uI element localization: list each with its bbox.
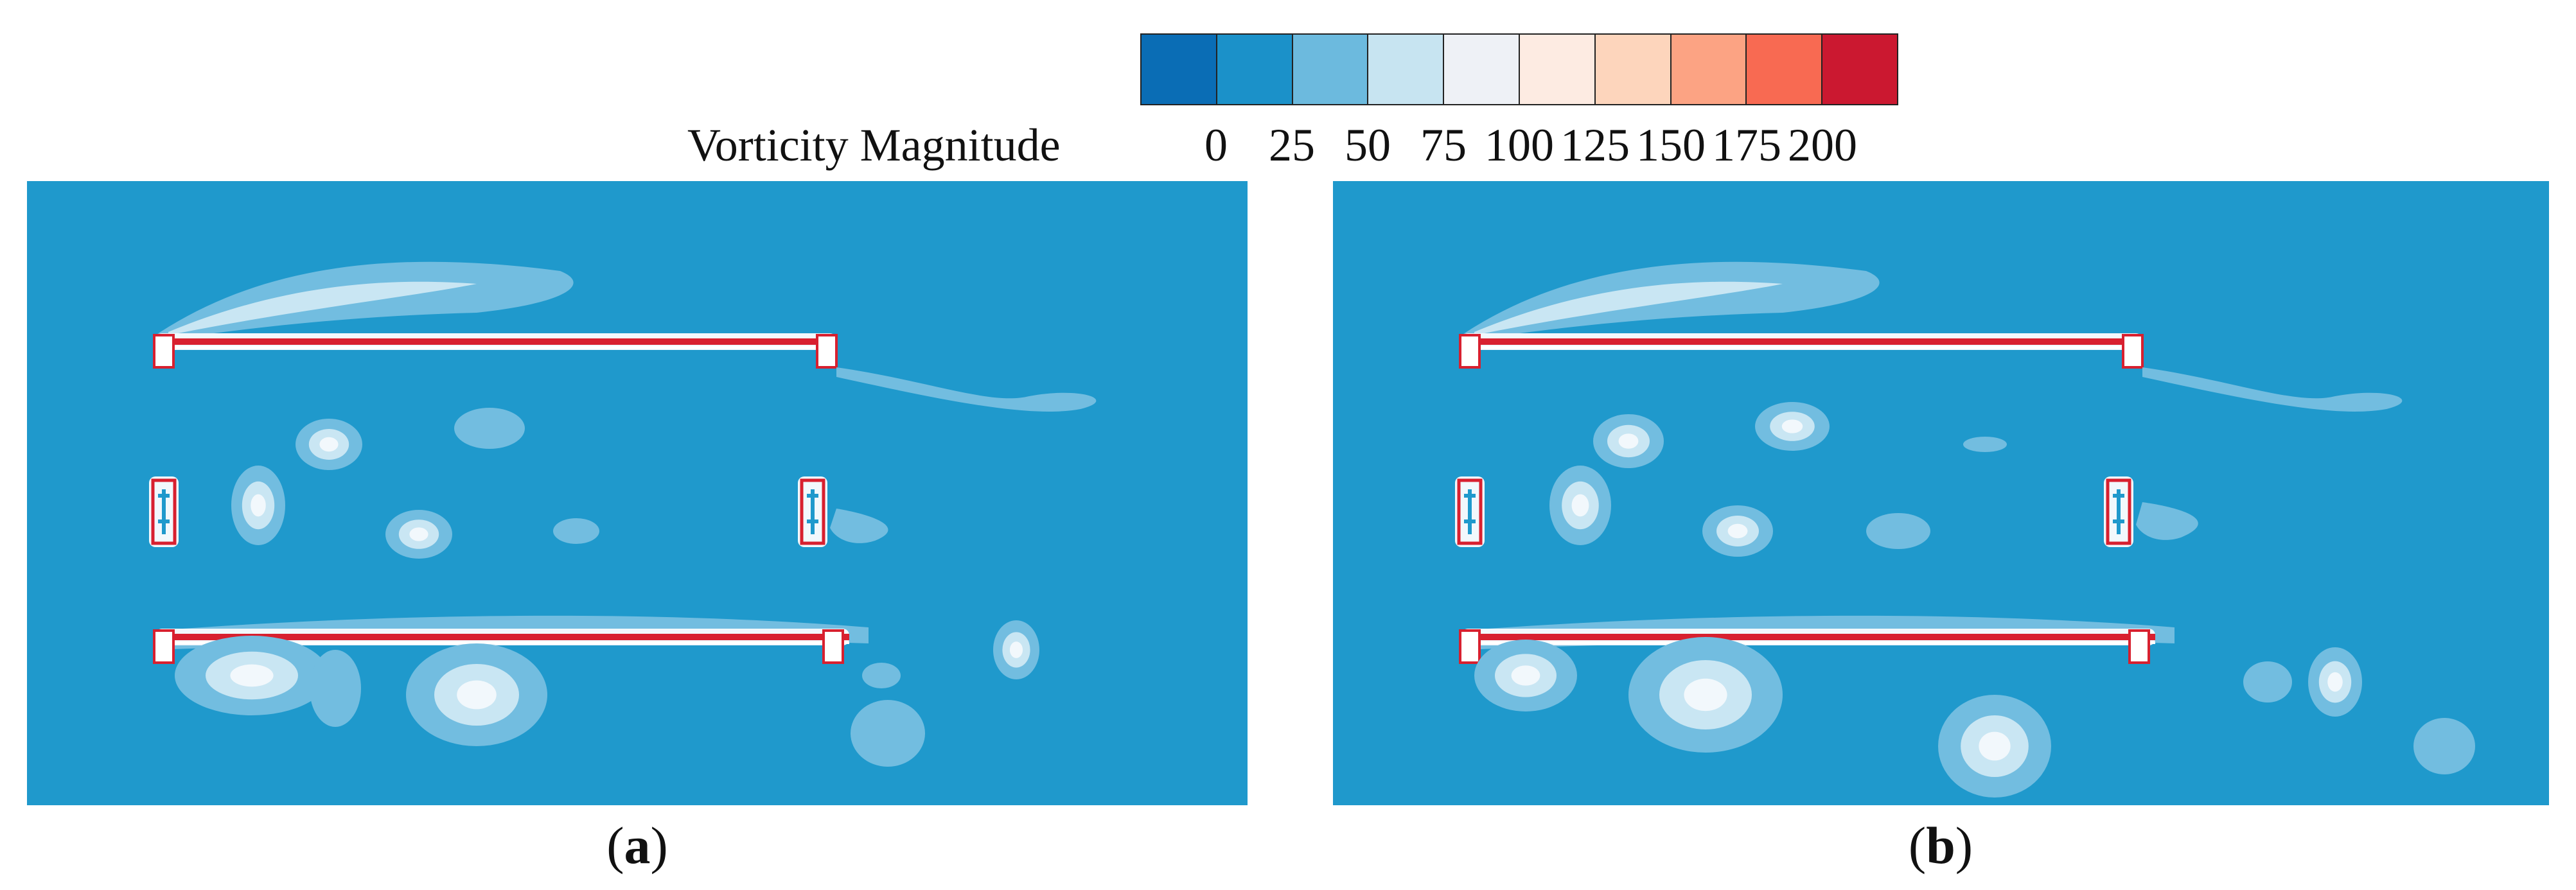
plate-surface <box>1461 641 2155 644</box>
vortex-center <box>230 664 274 687</box>
vortex <box>1866 513 1930 549</box>
caption-a: (a) <box>606 816 668 875</box>
vortex-center <box>1571 494 1589 517</box>
colorbar-tick-label: 125 <box>1560 119 1630 171</box>
colorbar-tick-label: 0 <box>1204 119 1228 171</box>
colorbar-tick-label: 50 <box>1345 119 1391 171</box>
vorticity-contour-a <box>149 261 1097 767</box>
colorbar-tick-label: 75 <box>1420 119 1467 171</box>
vortex <box>862 663 901 688</box>
vortex-center <box>1979 731 2011 761</box>
plate-high-vorticity <box>155 338 836 345</box>
colorbar-swatch-0 <box>1142 35 1217 104</box>
plate-end-block <box>1459 334 1481 369</box>
vortex-center <box>409 527 428 541</box>
plate-surface <box>155 346 836 349</box>
colorbar-tick-label: 100 <box>1485 119 1554 171</box>
vortex-center <box>1684 678 1727 711</box>
shear-layer <box>2136 502 2198 540</box>
bluff-body-structure <box>807 489 818 534</box>
colorbar-swatch-7 <box>1671 35 1747 104</box>
vortex <box>2413 718 2475 774</box>
caption-b: (b) <box>1908 816 1973 875</box>
vortex <box>553 518 599 544</box>
legend-title: Vorticity Magnitude <box>687 119 1061 171</box>
vortex <box>454 408 525 449</box>
shear-layer <box>2142 367 2403 412</box>
shear-layer <box>830 509 888 543</box>
shear-layer-inner <box>1474 281 1783 335</box>
vortex-center <box>457 680 497 710</box>
shear-layer-inner <box>168 281 477 335</box>
plate-surface <box>155 641 849 644</box>
vortex-center <box>1009 641 1023 658</box>
vortex <box>1963 437 2007 452</box>
vortex-center <box>1618 433 1639 449</box>
bluff-body-edge <box>1457 478 1483 545</box>
bluff-body-edge <box>2106 478 2131 545</box>
plate-high-vorticity <box>1461 338 2142 345</box>
colorbar-swatch-1 <box>1217 35 1293 104</box>
plate-end-block <box>153 629 175 664</box>
panel-b <box>1333 181 2549 805</box>
colorbar-swatch-4 <box>1444 35 1520 104</box>
colorbar-swatch-3 <box>1368 35 1445 104</box>
plate-high-vorticity <box>155 634 849 640</box>
plate-end-block <box>816 334 838 369</box>
plate-end-block <box>2122 334 2144 369</box>
colorbar-tick-label: 25 <box>1269 119 1315 171</box>
bluff-body-structure <box>1464 489 1476 534</box>
plate-end-block <box>2128 629 2150 664</box>
vortex-center <box>251 494 266 517</box>
colorbar-tick-label: 150 <box>1636 119 1706 171</box>
colorbar <box>1140 33 1898 105</box>
colorbar-swatch-6 <box>1595 35 1672 104</box>
vorticity-contour-b <box>1455 261 2475 798</box>
vortex <box>2243 661 2292 702</box>
vortex <box>310 650 361 727</box>
colorbar-swatch-5 <box>1519 35 1596 104</box>
vortex-center <box>1727 523 1748 539</box>
bluff-body-edge <box>800 478 825 545</box>
vortex <box>851 700 925 767</box>
colorbar-swatch-9 <box>1822 35 1897 104</box>
vortex-center <box>319 437 339 452</box>
colorbar-tick-label: 200 <box>1788 119 1857 171</box>
bluff-body-structure <box>158 489 170 534</box>
colorbar-tick-label: 175 <box>1712 119 1781 171</box>
plate-end-block <box>822 629 844 664</box>
bluff-body-structure <box>2113 489 2124 534</box>
bluff-body-edge <box>151 478 177 545</box>
panel-a <box>27 181 1248 805</box>
shear-layer <box>836 367 1097 412</box>
plate-high-vorticity <box>1461 634 2155 640</box>
vortex-center <box>1511 665 1540 686</box>
vortex-center <box>1781 419 1803 433</box>
colorbar-swatch-2 <box>1292 35 1369 104</box>
plate-end-block <box>153 334 175 369</box>
plate-surface <box>1461 346 2142 349</box>
colorbar-swatch-8 <box>1747 35 1823 104</box>
plate-end-block <box>1459 629 1481 664</box>
vortex-center <box>2327 672 2343 692</box>
